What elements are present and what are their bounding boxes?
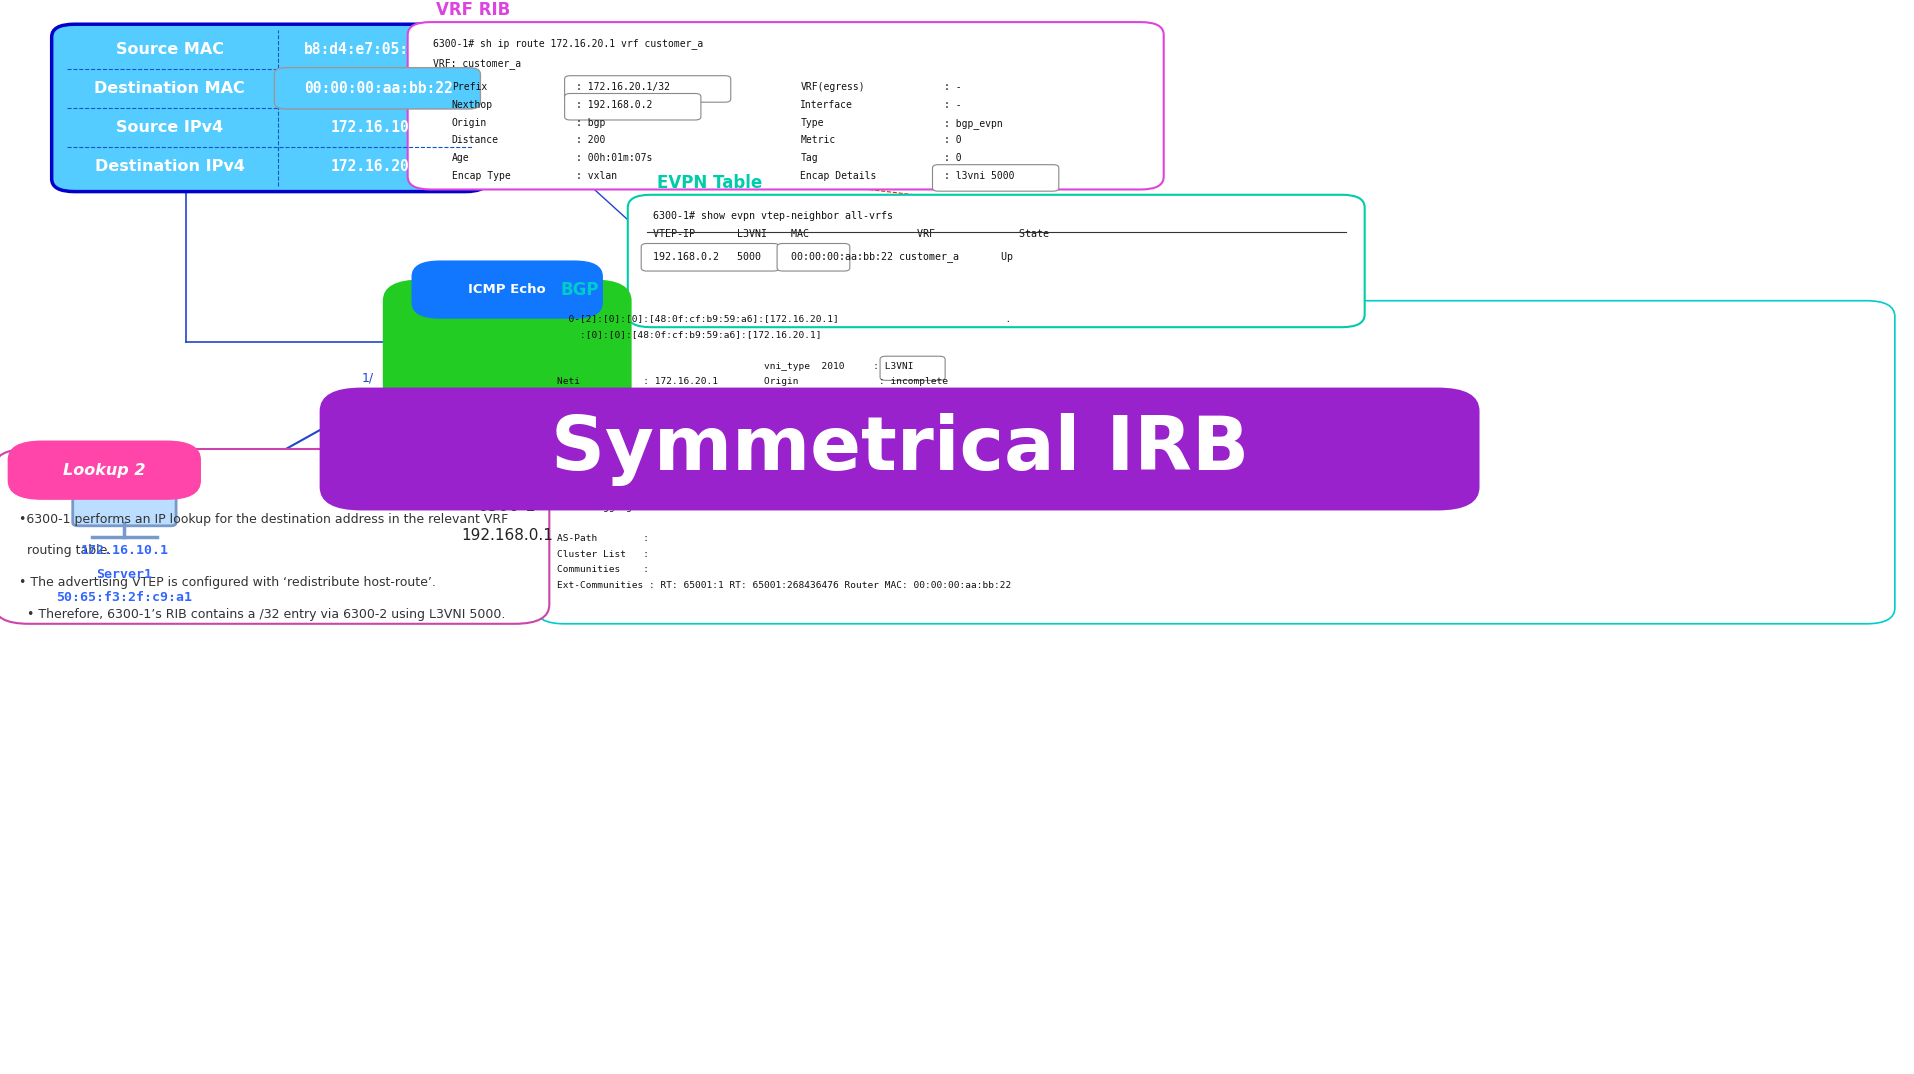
Text: : 200: : 200	[576, 135, 605, 145]
Text: Type           : internal           Stale               : No: Type : internal Stale : No	[557, 440, 901, 449]
FancyBboxPatch shape	[383, 279, 632, 481]
FancyBboxPatch shape	[408, 23, 1164, 189]
Text: VTEP-IP       L3VNI    MAC                  VRF              State: VTEP-IP L3VNI MAC VRF State	[653, 229, 1049, 238]
Text: Type: Type	[800, 118, 823, 128]
FancyBboxPatch shape	[565, 75, 731, 102]
FancyBboxPatch shape	[880, 357, 946, 380]
Text: : bgp_evpn: : bgp_evpn	[944, 118, 1003, 129]
Text: Origin: Origin	[452, 118, 486, 128]
Text: Nexthop: Nexthop	[452, 100, 492, 110]
Text: Ext-Communities : RT: 65001:1 RT: 65001:268436476 Router MAC: 00:00:00:aa:bb:22: Ext-Communities : RT: 65001:1 RT: 65001:…	[557, 581, 1011, 590]
Text: 00:00:00:aa:bb:22: 00:00:00:aa:bb:22	[304, 81, 454, 96]
Text: vni_type  2010     : L3VNI: vni_type 2010 : L3VNI	[557, 362, 913, 371]
Text: 172.16.10.1: 172.16.10.1	[331, 120, 427, 135]
Text: • The advertising VTEP is configured with ‘redistribute host-route’.: • The advertising VTEP is configured wit…	[19, 576, 436, 590]
Text: EVPN Table: EVPN Table	[657, 174, 762, 191]
Text: Originator ID  : 0.0.0.0: Originator ID : 0.0.0.0	[557, 455, 695, 465]
FancyBboxPatch shape	[932, 164, 1058, 191]
Text: Encap Type: Encap Type	[452, 171, 511, 182]
FancyBboxPatch shape	[628, 194, 1365, 328]
Text: 172.16.10.1: 172.16.10.1	[80, 545, 168, 557]
Text: : 172.16.20.1/32: : 172.16.20.1/32	[576, 82, 670, 92]
Text: Server1: Server1	[96, 568, 153, 581]
FancyBboxPatch shape	[565, 93, 701, 120]
FancyBboxPatch shape	[320, 388, 1480, 510]
Text: Metric: Metric	[800, 135, 836, 145]
Text: : vxlan: : vxlan	[576, 171, 616, 182]
Text: Prefix: Prefix	[452, 82, 486, 92]
Text: :[0]:[0]:[48:0f:cf:b9:59:a6]:[172.16.20.1]: :[0]:[0]:[48:0f:cf:b9:59:a6]:[172.16.20.…	[557, 330, 821, 339]
FancyBboxPatch shape	[536, 301, 1895, 624]
Text: 6300-1# show evpn vtep-neighbor all-vrfs: 6300-1# show evpn vtep-neighbor all-vrfs	[653, 211, 892, 220]
FancyBboxPatch shape	[412, 261, 603, 319]
Text: Aggregator ID  :: Aggregator ID :	[557, 471, 649, 480]
Text: : bgp: : bgp	[576, 118, 605, 128]
Text: Tag: Tag	[800, 154, 817, 163]
Text: 192.168.0.2   5000     00:00:00:aa:bb:22 customer_a       Up: 192.168.0.2 5000 00:00:00:aa:bb:22 custo…	[653, 251, 1013, 262]
Text: Distance: Distance	[452, 135, 500, 145]
Text: •6300-1 performs an IP lookup for the destination address in the relevant VRF: •6300-1 performs an IP lookup for the de…	[19, 512, 509, 525]
Text: VRF(egress): VRF(egress)	[800, 82, 865, 92]
Text: Aggregator AS  :: Aggregator AS :	[557, 487, 649, 496]
FancyBboxPatch shape	[52, 25, 488, 191]
FancyBboxPatch shape	[641, 244, 779, 271]
Text: Neti           : 172.16.20.1        Origin              : incomplete: Neti : 172.16.20.1 Origin : incomplete	[557, 377, 947, 387]
Text: ICMP Echo: ICMP Echo	[469, 284, 545, 296]
Text: : 0: : 0	[944, 135, 961, 145]
Text: 6300-1# sh ip route 172.16.20.1 vrf customer_a: 6300-1# sh ip route 172.16.20.1 vrf cust…	[433, 38, 702, 49]
Text: Source IPv4: Source IPv4	[117, 120, 224, 135]
Text: • Therefore, 6300-1’s RIB contains a /32 entry via 6300-2 using L3VNI 5000.: • Therefore, 6300-1’s RIB contains a /32…	[19, 608, 505, 621]
Text: Interface: Interface	[800, 100, 854, 110]
Text: routing table.: routing table.	[19, 545, 111, 557]
Text: Age: Age	[452, 154, 469, 163]
FancyBboxPatch shape	[0, 449, 549, 624]
Text: Cluster List   :: Cluster List :	[557, 550, 649, 558]
Text: b8:d4:e7:05:65:80: b8:d4:e7:05:65:80	[304, 42, 454, 57]
Text: VRF: customer_a: VRF: customer_a	[433, 58, 521, 69]
Text: Lookup 2: Lookup 2	[63, 463, 145, 478]
Text: : -: : -	[944, 82, 961, 92]
FancyBboxPatch shape	[777, 244, 850, 271]
Text: : 0: : 0	[944, 154, 961, 163]
Text: AS-Path        :: AS-Path :	[557, 534, 649, 543]
FancyBboxPatch shape	[274, 68, 480, 108]
Text: : 00h:01m:07s: : 00h:01m:07s	[576, 154, 653, 163]
Text: Communities    :: Communities :	[557, 565, 649, 575]
FancyBboxPatch shape	[73, 479, 176, 526]
Text: 192.168.0.1: 192.168.0.1	[461, 528, 553, 543]
Text: 1/: 1/	[362, 372, 373, 384]
Text: Encap Details: Encap Details	[800, 171, 877, 182]
Text: Destination MAC: Destination MAC	[94, 81, 245, 96]
Text: Symmetrical IRB: Symmetrical IRB	[551, 412, 1248, 485]
Text: 172.16.20.1: 172.16.20.1	[331, 159, 427, 174]
Text: Destination IPv4: Destination IPv4	[96, 159, 245, 174]
Text: Best           : Yes                Valid               : Yes: Best : Yes Valid : Yes	[557, 424, 907, 433]
Text: Source MAC: Source MAC	[115, 42, 224, 57]
Text: 50:65:f3:2f:c9:a1: 50:65:f3:2f:c9:a1	[56, 591, 193, 604]
Text: : l3vni 5000: : l3vni 5000	[944, 171, 1014, 182]
Text: Metric         : 0                  Local Pref          : 100: Metric : 0 Local Pref : 100	[557, 393, 907, 402]
Text: : -: : -	[944, 100, 961, 110]
Text: BGP: BGP	[561, 280, 599, 299]
Text: 6300-1: 6300-1	[478, 496, 536, 514]
FancyBboxPatch shape	[8, 440, 201, 499]
Text: : 192.168.0.2: : 192.168.0.2	[576, 100, 653, 110]
Text: 0-[2]:[0]:[0]:[48:0f:cf:b9:59:a6]:[172.16.20.1]                             .: 0-[2]:[0]:[0]:[48:0f:cf:b9:59:a6]:[172.1…	[557, 315, 1011, 323]
Text: VRF RIB: VRF RIB	[436, 1, 511, 19]
Text: Atomic Aggregate :: Atomic Aggregate :	[557, 503, 660, 511]
Text: Weight         : 0                  Calc. Local Pref    : 100: Weight : 0 Calc. Local Pref : 100	[557, 408, 907, 418]
